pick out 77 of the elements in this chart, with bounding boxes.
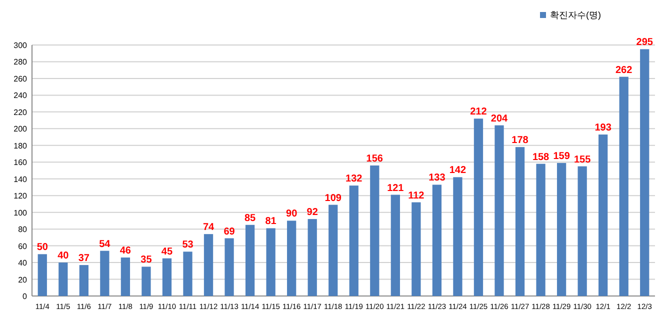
data-label: 158 (532, 152, 550, 163)
y-tick-label: 120 (14, 192, 28, 201)
bar (349, 186, 358, 296)
y-tick-label: 20 (18, 275, 28, 284)
data-label: 90 (286, 208, 298, 220)
bar (183, 252, 192, 296)
bar (58, 262, 68, 296)
y-tick-label: 280 (14, 58, 28, 67)
bar (494, 125, 504, 296)
data-label: 132 (346, 174, 363, 185)
data-label: 112 (408, 190, 425, 202)
bar (578, 166, 587, 296)
bar (598, 134, 608, 296)
data-label: 81 (265, 216, 277, 228)
bar (474, 118, 484, 296)
bar (453, 177, 462, 296)
y-tick-label: 0 (22, 292, 28, 301)
data-label: 295 (636, 37, 654, 48)
data-label: 159 (553, 150, 570, 162)
data-label: 133 (428, 172, 446, 184)
data-label: 40 (58, 250, 70, 262)
data-label: 109 (324, 192, 342, 204)
bar (308, 219, 317, 296)
bar (640, 49, 650, 296)
bar (536, 164, 546, 296)
bar (412, 202, 421, 296)
bar (245, 224, 255, 296)
data-label: 35 (140, 254, 152, 266)
y-tick-label: 60 (18, 242, 28, 251)
data-label: 193 (594, 122, 612, 134)
data-label: 204 (490, 113, 508, 124)
y-tick-label: 40 (18, 258, 28, 268)
bar (120, 258, 130, 296)
bar (515, 147, 525, 296)
data-label: 121 (387, 182, 404, 194)
data-label: 155 (574, 154, 592, 166)
bar (619, 76, 628, 296)
y-tick-label: 100 (14, 208, 28, 218)
bar (432, 184, 442, 296)
data-label: 46 (120, 246, 132, 257)
data-label: 74 (202, 222, 215, 234)
bar (38, 254, 47, 296)
bar (370, 165, 380, 296)
data-label: 262 (616, 64, 633, 76)
data-label: 92 (306, 207, 318, 218)
y-tick-label: 220 (14, 108, 28, 117)
bar (287, 220, 296, 296)
bar (266, 228, 276, 296)
y-tick-label: 80 (18, 225, 28, 234)
y-tick-label: 260 (14, 74, 28, 84)
bar (224, 238, 234, 296)
y-tick-label: 200 (14, 124, 28, 134)
bar (79, 265, 88, 296)
bar (390, 194, 400, 296)
bar (162, 258, 172, 296)
data-label: 50 (36, 242, 48, 254)
data-label: 45 (161, 246, 173, 258)
bar (328, 204, 338, 296)
y-tick-label: 240 (14, 91, 28, 100)
y-tick-label: 140 (14, 174, 28, 184)
y-tick-label: 160 (14, 158, 28, 168)
data-label: 212 (470, 106, 488, 118)
data-label: 54 (99, 238, 111, 250)
bar (100, 250, 110, 296)
bar (204, 234, 214, 296)
bar (556, 162, 566, 296)
legend-label: 확진자수(명) (550, 10, 601, 20)
bar (142, 266, 151, 296)
y-tick-label: 180 (14, 141, 28, 150)
data-label: 156 (366, 153, 384, 164)
data-label: 178 (512, 135, 529, 146)
data-label: 69 (224, 226, 236, 238)
data-label: 142 (449, 165, 466, 176)
data-label: 37 (78, 253, 90, 264)
data-label: 85 (244, 212, 256, 224)
data-label: 53 (182, 240, 194, 251)
y-tick-label: 300 (14, 41, 28, 50)
